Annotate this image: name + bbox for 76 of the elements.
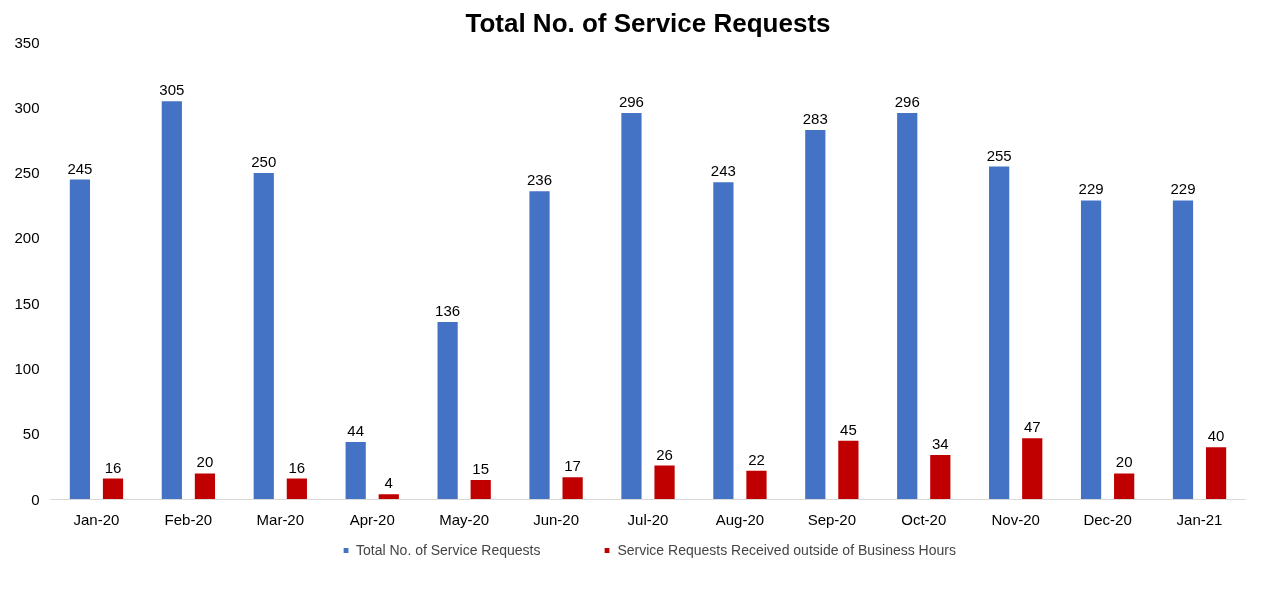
- bar: [805, 129, 826, 500]
- data-label: 305: [159, 81, 185, 99]
- y-tick-label: 350: [14, 33, 40, 51]
- bar: [253, 173, 274, 500]
- x-tick-label: Mar-20: [256, 510, 305, 528]
- bar: [378, 494, 399, 500]
- data-label: 15: [472, 459, 490, 477]
- x-tick-label: Dec-20: [1083, 510, 1132, 528]
- bar: [102, 478, 124, 500]
- data-label: 20: [1115, 453, 1133, 471]
- data-label: 236: [527, 171, 553, 189]
- x-tick-label: Nov-20: [991, 510, 1040, 528]
- data-label: 4: [384, 474, 393, 492]
- x-tick-label: Jun-20: [533, 510, 580, 528]
- x-tick-label: Aug-20: [715, 510, 765, 528]
- chart-title: Total No. of Service Requests: [465, 7, 831, 38]
- x-tick-label: Jan-21: [1176, 510, 1223, 528]
- data-label: 47: [1023, 418, 1041, 436]
- bar: [1022, 438, 1043, 500]
- data-label: 26: [656, 445, 673, 463]
- data-label: 229: [1170, 180, 1196, 198]
- x-tick-label: Oct-20: [901, 510, 947, 528]
- bar: [989, 166, 1010, 500]
- bar: [930, 455, 951, 500]
- bar: [654, 465, 675, 500]
- y-tick-label: 0: [31, 490, 40, 508]
- data-label: 229: [1078, 180, 1104, 198]
- data-label: 243: [710, 162, 736, 180]
- data-label: 16: [104, 458, 122, 476]
- y-tick-label: 250: [14, 164, 40, 182]
- x-tick-label: May-20: [439, 510, 490, 528]
- x-tick-label: Jan-20: [73, 510, 120, 528]
- bar: [69, 179, 91, 500]
- x-tick-label: Jul-20: [627, 510, 669, 528]
- data-label: 255: [986, 146, 1012, 164]
- bar: [470, 479, 491, 500]
- data-label: 34: [931, 435, 949, 453]
- y-tick-label: 100: [14, 359, 40, 377]
- bar: [161, 101, 182, 500]
- y-tick-label: 200: [14, 229, 40, 247]
- data-label: 22: [748, 450, 765, 468]
- data-label: 250: [251, 153, 277, 171]
- legend-label: Total No. of Service Requests: [356, 542, 541, 558]
- x-tick-label: Feb-20: [164, 510, 213, 528]
- y-tick-label: 50: [22, 425, 40, 443]
- bar: [1172, 200, 1194, 500]
- data-label: 136: [435, 301, 461, 319]
- bar: [562, 477, 583, 500]
- bar: [437, 321, 458, 500]
- bar: [194, 473, 216, 500]
- data-label: 16: [288, 458, 306, 476]
- bar: [345, 442, 366, 500]
- bar: [713, 182, 734, 500]
- bar: [1205, 447, 1227, 500]
- data-label: 245: [67, 159, 93, 177]
- data-label: 20: [196, 453, 214, 471]
- legend-label: Service Requests Received outside of Business Hours: [617, 542, 956, 558]
- data-label: 17: [564, 457, 581, 475]
- data-label: 283: [802, 109, 828, 127]
- bar: [286, 478, 307, 500]
- y-tick-label: 300: [14, 98, 40, 116]
- x-tick-label: Sep-20: [807, 510, 857, 528]
- data-label: 44: [347, 422, 365, 440]
- data-label: 296: [894, 93, 920, 111]
- bar: [1114, 473, 1135, 500]
- data-label: 296: [618, 93, 644, 111]
- x-tick-label: Apr-20: [349, 510, 395, 528]
- bar: [746, 470, 767, 500]
- bar: [529, 191, 550, 500]
- bar: [621, 113, 642, 500]
- bar: [838, 440, 859, 500]
- data-label: 45: [840, 420, 857, 438]
- bar: [1080, 200, 1102, 500]
- y-tick-label: 150: [14, 294, 40, 312]
- bar: [897, 113, 918, 500]
- data-label: 40: [1207, 427, 1225, 445]
